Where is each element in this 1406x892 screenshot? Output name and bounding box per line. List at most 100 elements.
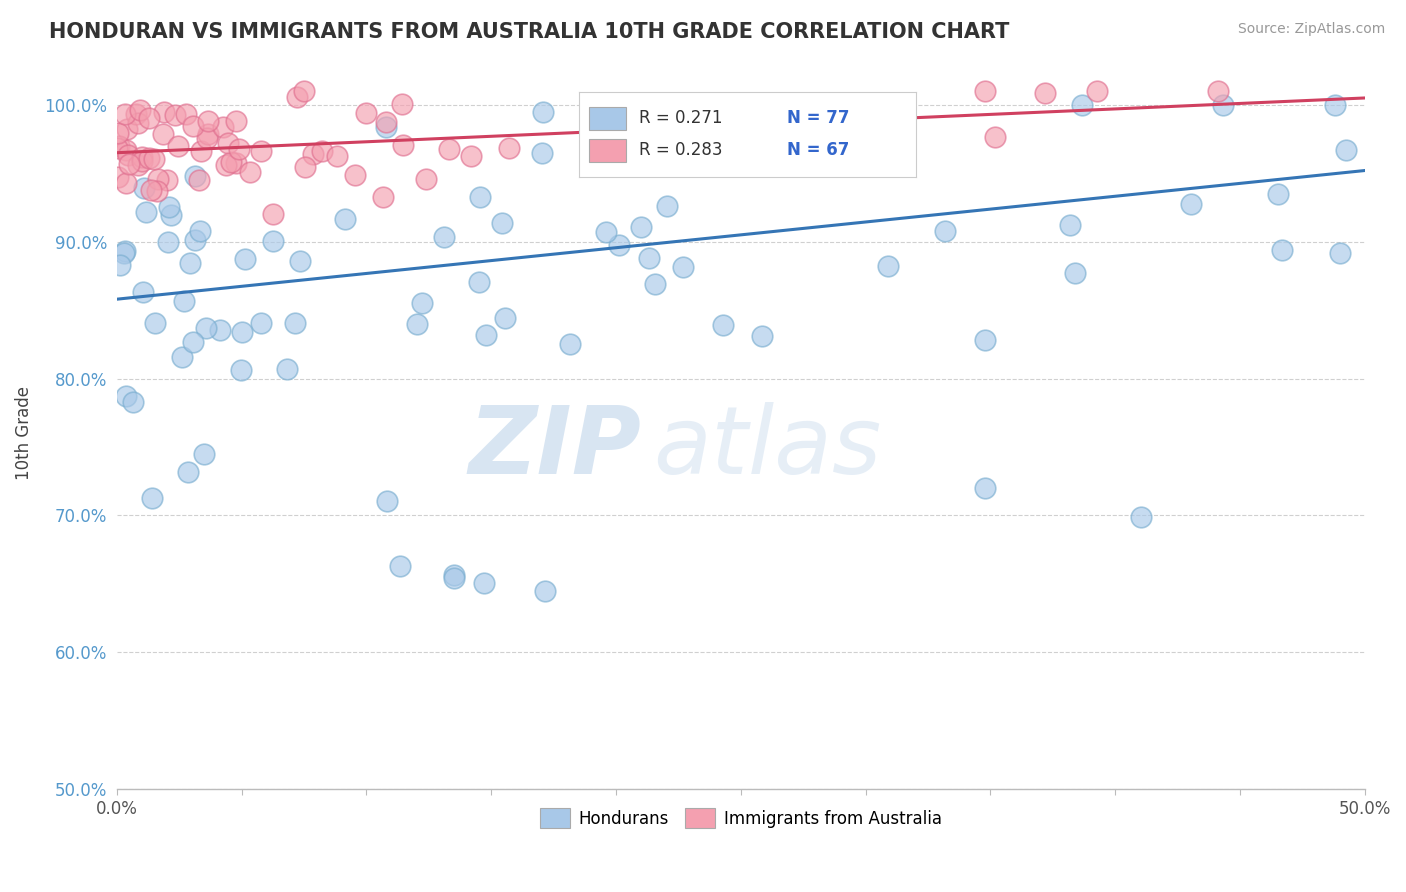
Point bbox=[190, 145, 212, 159]
Point bbox=[156, 172, 179, 186]
Point bbox=[183, 169, 205, 183]
Point bbox=[170, 350, 193, 364]
Point bbox=[250, 316, 273, 330]
Point bbox=[491, 216, 513, 230]
Point bbox=[153, 104, 176, 119]
Point bbox=[1270, 243, 1292, 257]
Point bbox=[138, 112, 160, 126]
Point bbox=[250, 145, 273, 159]
Point bbox=[114, 245, 136, 260]
Point bbox=[197, 114, 219, 128]
Point bbox=[325, 149, 347, 163]
Text: atlas: atlas bbox=[654, 402, 882, 493]
Point bbox=[974, 481, 997, 495]
Point bbox=[974, 333, 997, 347]
Point bbox=[934, 224, 956, 238]
Point bbox=[294, 161, 316, 175]
Point bbox=[1212, 98, 1234, 112]
Point bbox=[152, 127, 174, 141]
Point bbox=[127, 116, 149, 130]
Point bbox=[211, 120, 233, 134]
Text: Source: ZipAtlas.com: Source: ZipAtlas.com bbox=[1237, 22, 1385, 37]
Point bbox=[494, 310, 516, 325]
Point bbox=[122, 395, 145, 409]
Point bbox=[375, 114, 398, 128]
Point bbox=[145, 184, 167, 198]
Point bbox=[225, 114, 247, 128]
Point bbox=[335, 211, 357, 226]
Point bbox=[1059, 218, 1081, 232]
Point bbox=[115, 176, 138, 190]
Point bbox=[262, 206, 284, 220]
Point bbox=[143, 317, 166, 331]
Point bbox=[1064, 266, 1087, 280]
Point bbox=[443, 567, 465, 582]
Point bbox=[530, 146, 553, 161]
Point bbox=[239, 165, 262, 179]
Point bbox=[197, 127, 219, 141]
Point bbox=[157, 200, 180, 214]
Point bbox=[876, 259, 898, 273]
Point bbox=[127, 158, 149, 172]
Point bbox=[114, 244, 136, 259]
Point bbox=[117, 121, 139, 136]
Point bbox=[391, 96, 413, 111]
Point bbox=[371, 190, 394, 204]
Point bbox=[344, 169, 367, 183]
Point bbox=[475, 327, 498, 342]
Point bbox=[105, 141, 128, 155]
Point bbox=[560, 337, 582, 351]
Point bbox=[1267, 187, 1289, 202]
Point bbox=[411, 295, 433, 310]
Point bbox=[118, 157, 141, 171]
Point bbox=[156, 235, 179, 249]
Point bbox=[188, 173, 211, 187]
Point bbox=[711, 318, 734, 333]
Point bbox=[354, 105, 377, 120]
Point bbox=[284, 317, 307, 331]
Point bbox=[813, 104, 835, 119]
Point bbox=[233, 252, 256, 267]
Point bbox=[114, 389, 136, 403]
Point bbox=[193, 446, 215, 460]
Point bbox=[229, 362, 252, 376]
Point bbox=[276, 361, 298, 376]
Point bbox=[179, 256, 201, 270]
Point bbox=[607, 237, 630, 252]
Point bbox=[208, 323, 231, 337]
Point bbox=[292, 84, 315, 98]
Point bbox=[751, 328, 773, 343]
Point bbox=[131, 285, 153, 299]
Point bbox=[974, 84, 997, 98]
Point bbox=[655, 199, 678, 213]
Point bbox=[138, 151, 160, 165]
Point bbox=[1085, 84, 1108, 98]
Text: ZIP: ZIP bbox=[468, 401, 641, 493]
Point bbox=[174, 107, 197, 121]
Point bbox=[184, 233, 207, 247]
Point bbox=[125, 107, 148, 121]
Point bbox=[375, 493, 398, 508]
Point bbox=[1334, 143, 1357, 157]
Point bbox=[181, 334, 204, 349]
Point bbox=[141, 491, 163, 506]
Point bbox=[534, 584, 557, 599]
Point bbox=[231, 326, 253, 340]
Point bbox=[225, 155, 247, 169]
Point bbox=[472, 576, 495, 591]
Point bbox=[531, 104, 554, 119]
Point bbox=[262, 234, 284, 248]
Point bbox=[406, 317, 429, 331]
Point bbox=[219, 155, 242, 169]
Point bbox=[1130, 509, 1153, 524]
Point bbox=[132, 181, 155, 195]
Point bbox=[437, 142, 460, 156]
Point bbox=[415, 172, 437, 186]
Point bbox=[181, 120, 204, 134]
Point bbox=[375, 120, 398, 134]
Point bbox=[498, 141, 520, 155]
Point bbox=[1033, 86, 1056, 100]
Point bbox=[468, 189, 491, 203]
Legend: Hondurans, Immigrants from Australia: Hondurans, Immigrants from Australia bbox=[533, 802, 948, 834]
Point bbox=[129, 103, 152, 118]
